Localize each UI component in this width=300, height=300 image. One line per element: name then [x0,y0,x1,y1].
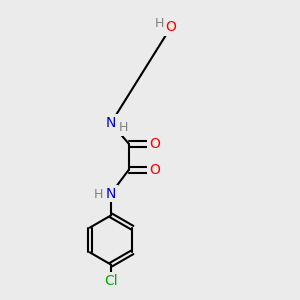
Text: H: H [94,188,103,202]
Text: H: H [119,121,128,134]
Text: N: N [106,187,116,200]
Text: O: O [149,163,160,176]
Text: Cl: Cl [104,274,118,288]
Text: H: H [155,17,164,30]
Text: O: O [166,20,176,34]
Text: N: N [106,116,116,130]
Text: O: O [149,137,160,151]
